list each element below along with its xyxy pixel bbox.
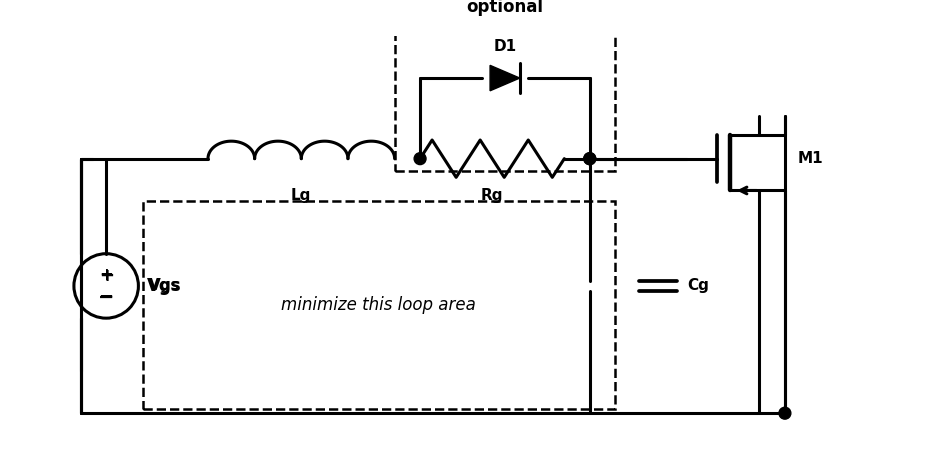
Text: −: − bbox=[99, 288, 114, 306]
Text: minimize this loop area: minimize this loop area bbox=[281, 296, 476, 314]
Circle shape bbox=[584, 153, 596, 165]
Text: optional: optional bbox=[466, 0, 543, 16]
Text: Vgs: Vgs bbox=[147, 277, 181, 295]
Text: M1: M1 bbox=[797, 151, 823, 166]
Circle shape bbox=[584, 153, 596, 165]
Text: Vgs: Vgs bbox=[149, 278, 180, 293]
Text: +: + bbox=[99, 267, 114, 285]
Text: −: − bbox=[98, 287, 115, 307]
Text: Rg: Rg bbox=[481, 188, 503, 203]
Text: Cg: Cg bbox=[687, 278, 709, 293]
Text: D1: D1 bbox=[493, 39, 516, 54]
Circle shape bbox=[414, 153, 426, 165]
Text: +: + bbox=[99, 266, 113, 284]
Circle shape bbox=[779, 407, 791, 419]
Polygon shape bbox=[490, 65, 520, 91]
Text: Lg: Lg bbox=[291, 188, 312, 203]
